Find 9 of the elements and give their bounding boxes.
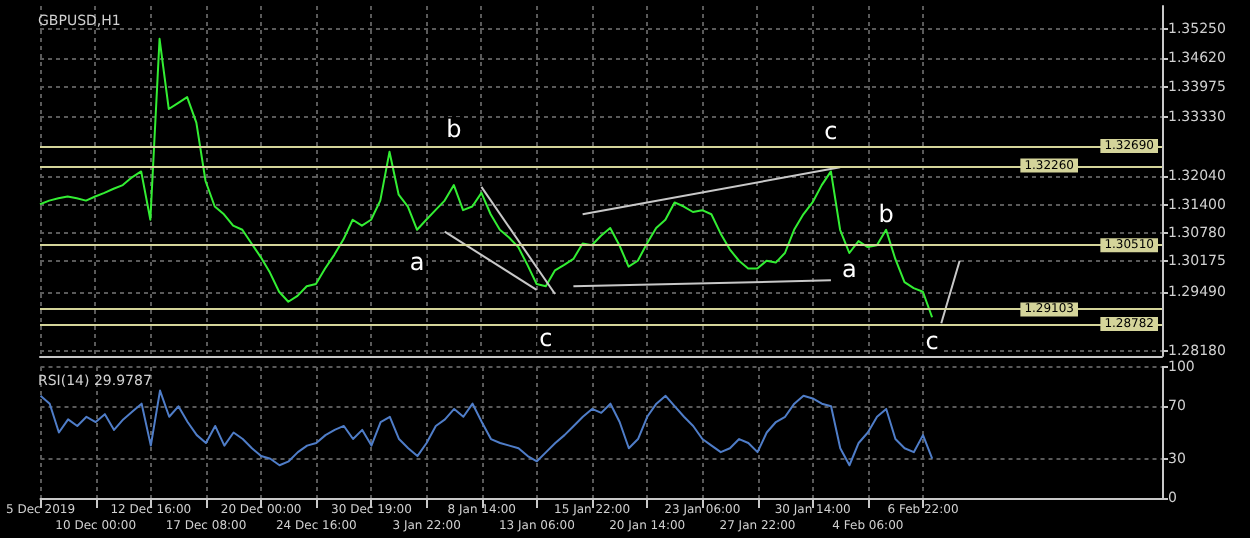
data-label: c	[539, 324, 553, 353]
line-series	[39, 389, 934, 467]
data-label: b	[446, 115, 462, 144]
data-label: a	[841, 255, 857, 284]
data-label: c	[925, 327, 939, 356]
line-series	[39, 37, 934, 319]
data-label: a	[409, 247, 425, 276]
data-label: c	[824, 117, 838, 146]
data-label: b	[878, 199, 894, 228]
